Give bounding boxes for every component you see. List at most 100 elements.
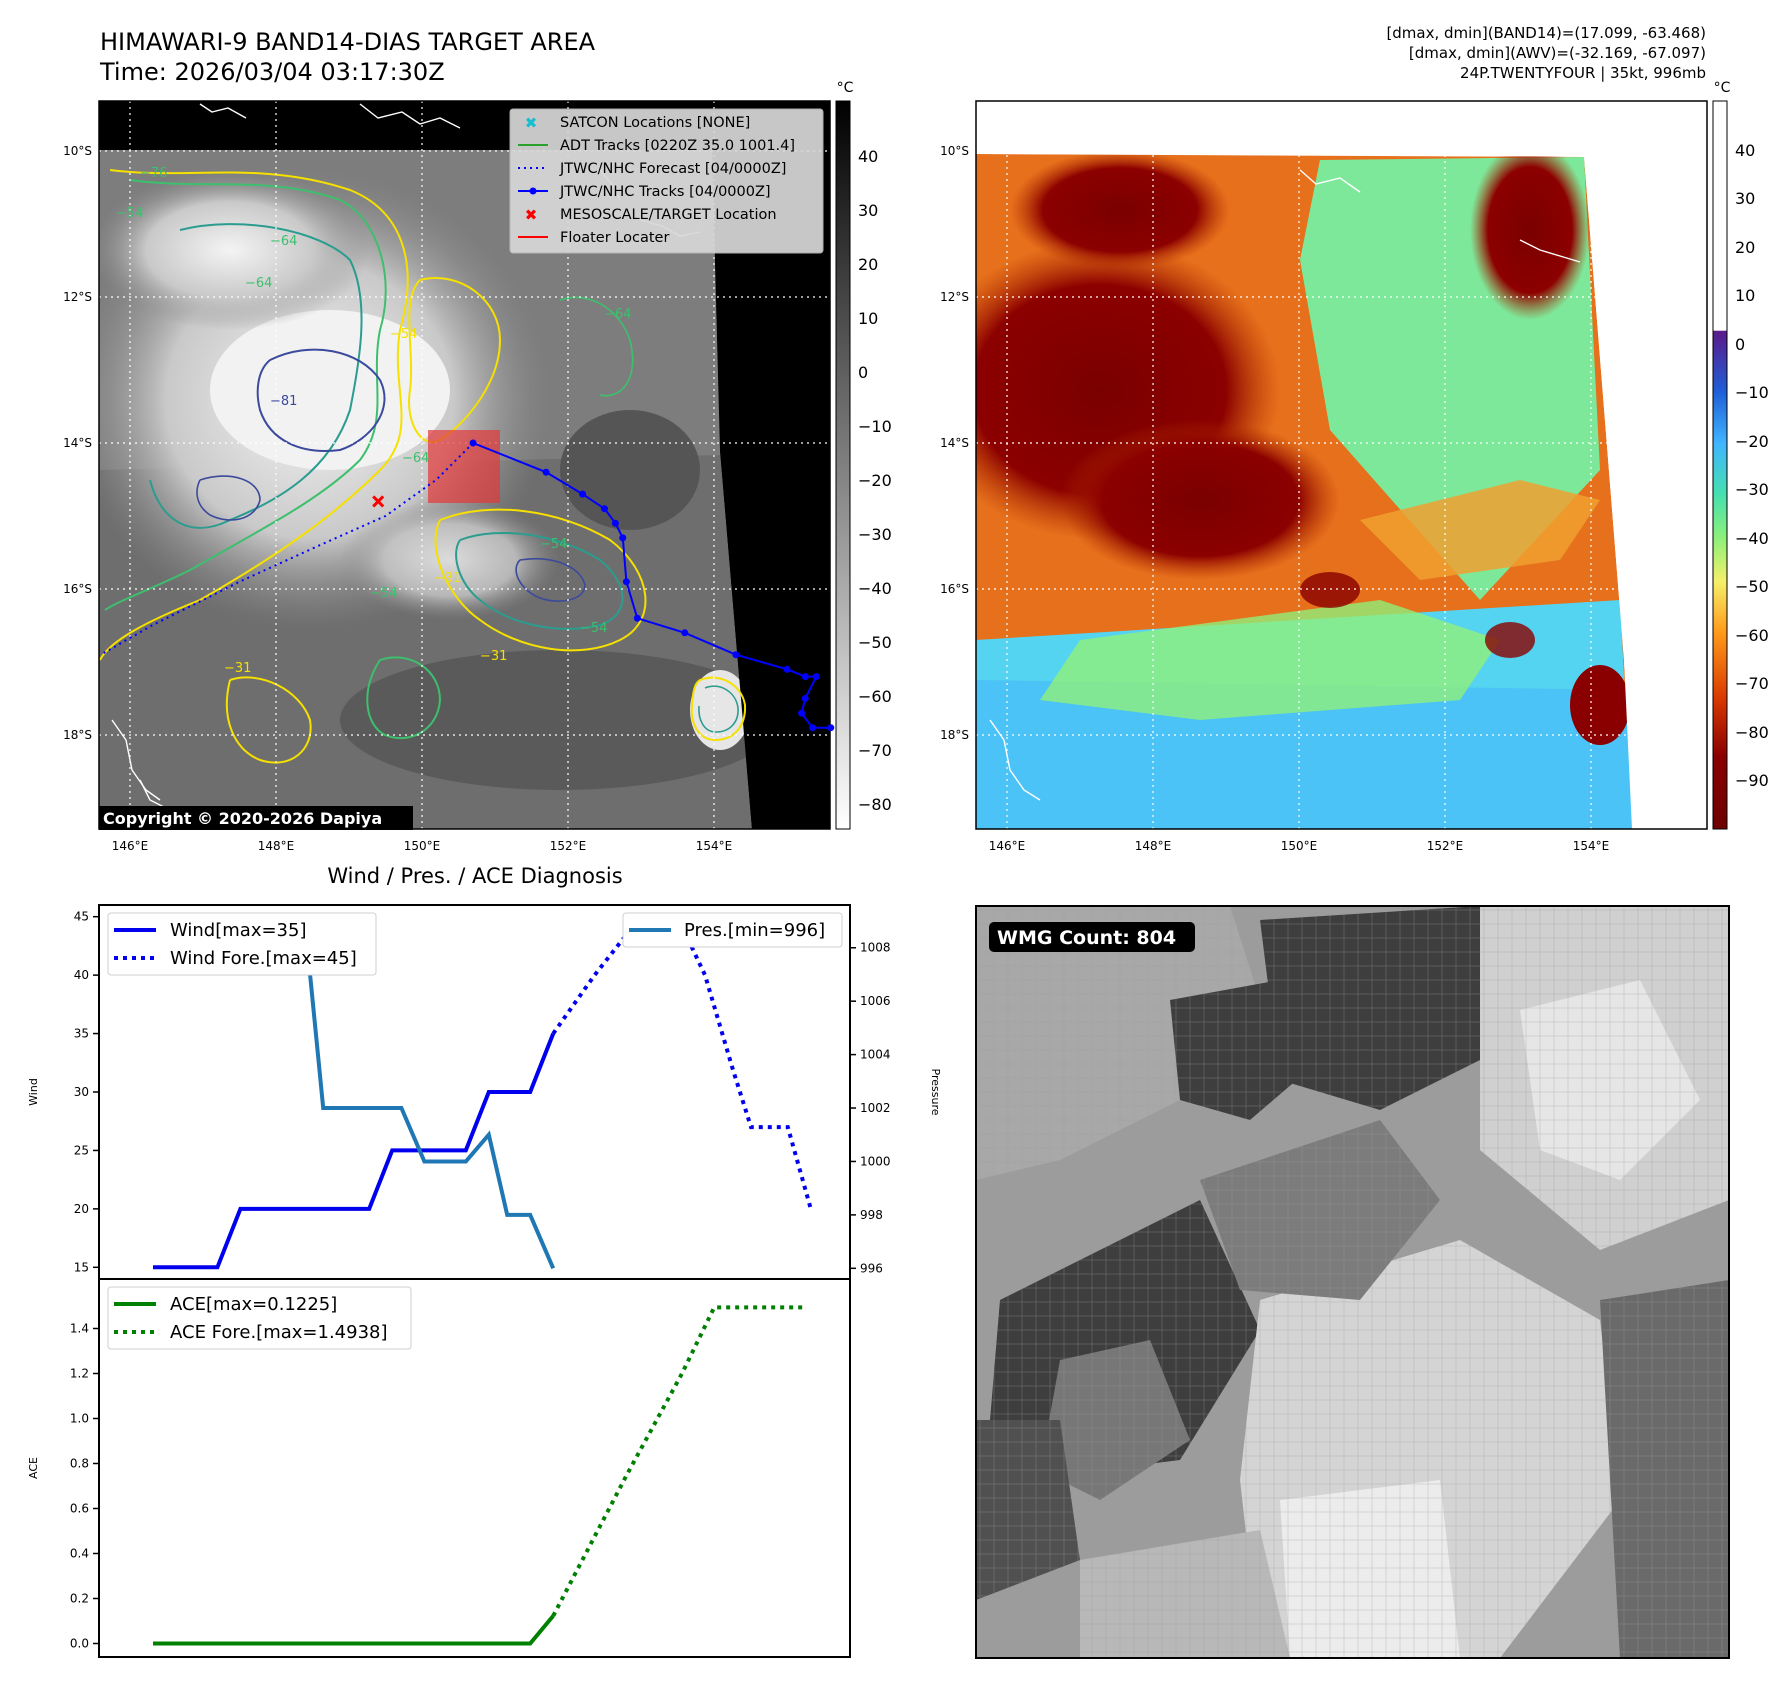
wind-legend: Wind[max=35] Wind Fore.[max=45]	[107, 912, 377, 976]
awv-cb-tick: −30	[1735, 480, 1769, 499]
svg-text:−31: −31	[224, 661, 251, 676]
awv-cb-tick: −10	[1735, 383, 1769, 402]
awv-cb-tick: −80	[1735, 723, 1769, 742]
ytick-label: 20	[74, 1202, 89, 1216]
info-awv: [dmax, dmin](AWV)=(-32.169, -67.097)	[1409, 44, 1706, 62]
track-point	[732, 651, 740, 659]
ytick-label: 1004	[860, 1048, 891, 1062]
awv-lat-label: 18°S	[940, 728, 969, 742]
svg-text:−54: −54	[390, 327, 417, 342]
ytick-label: 35	[74, 1027, 89, 1041]
ytick-label: 30	[74, 1085, 89, 1099]
awv-cb-tick: −20	[1735, 432, 1769, 451]
svg-text:−31: −31	[434, 571, 461, 586]
ytick-label: 15	[74, 1260, 89, 1274]
legend-ace-forecast: ACE Fore.[max=1.4938]	[170, 1322, 388, 1343]
track-point	[681, 629, 689, 637]
ytick-label: 996	[860, 1261, 883, 1275]
awv-cb-tick: 20	[1735, 238, 1755, 257]
track-layer	[100, 439, 835, 732]
ytick-label: 1.4	[70, 1322, 89, 1336]
legend-wind: Wind[max=35]	[170, 920, 307, 941]
svg-text:−64: −64	[270, 234, 297, 249]
track-point	[801, 673, 809, 681]
legend-floater: Floater Locater	[560, 230, 669, 246]
track-point	[469, 439, 477, 447]
target-location-marker	[372, 495, 385, 508]
ytick-label: 1000	[860, 1154, 891, 1168]
wind-yticks: 15 20 25 30 35 40 45	[74, 910, 99, 1274]
ir-cb-tick: −60	[858, 687, 892, 706]
awv-lon-label: 150°E	[1281, 839, 1318, 853]
track-point	[801, 695, 809, 702]
track-point	[809, 724, 817, 732]
ytick-label: 1002	[860, 1101, 891, 1115]
info-band14: [dmax, dmin](BAND14)=(17.099, -63.468)	[1386, 24, 1706, 42]
awv-colorbar-unit: °C	[1714, 80, 1731, 96]
ir-cb-tick: −10	[858, 417, 892, 436]
ytick-label: 25	[74, 1143, 89, 1157]
legend-adt: ADT Tracks [0220Z 35.0 1001.4]	[560, 138, 795, 154]
ir-colorbar	[835, 100, 851, 830]
ir-cb-tick: 0	[858, 363, 868, 382]
awv-grid	[976, 101, 1707, 829]
ir-lon-label: 150°E	[404, 839, 441, 853]
svg-text:−54: −54	[540, 537, 567, 552]
ir-cb-tick: −40	[858, 579, 892, 598]
target-legend-marker: ✖	[525, 206, 538, 224]
series-line-pres	[153, 919, 556, 1270]
awv-lon-label: 146°E	[989, 839, 1026, 853]
ytick-label: 40	[74, 968, 89, 982]
ir-cb-tick: −30	[858, 525, 892, 544]
awv-lon-label: 154°E	[1573, 839, 1610, 853]
wind-pressure-chart: Wind Pressure 15 20 25 30 35 40 45 996 998 1000 1…	[27, 904, 942, 1280]
track-point	[622, 578, 630, 586]
series-line-wind	[153, 1032, 556, 1270]
pressure-ylabel: Pressure	[929, 1069, 942, 1116]
svg-text:−64: −64	[402, 451, 429, 466]
ir-lon-label: 148°E	[258, 839, 295, 853]
legend-target: MESOSCALE/TARGET Location	[560, 207, 777, 223]
ir-cb-tick: −20	[858, 471, 892, 490]
legend-tracks: JTWC/NHC Tracks [04/0000Z]	[559, 184, 771, 200]
ir-lon-label: 154°E	[696, 839, 733, 853]
legend-pressure: Pres.[min=996]	[684, 920, 825, 941]
track-point	[827, 724, 835, 732]
pressure-yticks: 996 998 1000 1002 1004 1006 1008	[850, 941, 891, 1275]
ir-contours	[99, 169, 747, 764]
floater-box	[428, 430, 500, 503]
copyright: Copyright © 2020-2026 Dapiya	[103, 809, 382, 828]
awv-cb-tick: −70	[1735, 674, 1769, 693]
track-point	[783, 665, 791, 673]
awv-cb-tick: 30	[1735, 189, 1755, 208]
awv-lat-label: 10°S	[940, 144, 969, 158]
copyright-bg	[99, 806, 413, 830]
ace-ylabel: ACE	[27, 1457, 40, 1479]
ir-cb-tick: −50	[858, 633, 892, 652]
track-point	[601, 505, 608, 513]
svg-text:−54: −54	[580, 621, 607, 636]
awv-lon-label: 152°E	[1427, 839, 1464, 853]
ir-lon-label: 146°E	[112, 839, 149, 853]
ytick-label: 1006	[860, 994, 891, 1008]
ir-cb-tick: −80	[858, 795, 892, 814]
awv-lat-label: 12°S	[940, 290, 969, 304]
ytick-label: 0.0	[70, 1637, 89, 1651]
svg-text:−76: −76	[140, 166, 167, 181]
ytick-label: 0.4	[70, 1547, 89, 1561]
ir-grid	[99, 101, 830, 829]
svg-text:−31: −31	[480, 649, 507, 664]
ir-legend: ✖ ✖ SATCON Locations [NONE] ADT Tracks […	[509, 108, 824, 254]
ir-cb-tick: 40	[858, 147, 878, 166]
awv-cb-tick: −90	[1735, 771, 1769, 790]
track-point	[611, 519, 619, 527]
wind-ylabel: Wind	[27, 1078, 40, 1106]
ace-yticks: 0.0 0.2 0.4 0.6 0.8 1.0 1.2 1.4	[70, 1322, 99, 1651]
awv-cb-tick: 0	[1735, 335, 1745, 354]
ir-lat-label: 14°S	[63, 436, 92, 450]
legend-ace: ACE[max=0.1225]	[170, 1294, 337, 1315]
svg-text:−81: −81	[270, 394, 297, 409]
figure-time: Time: 2026/03/04 03:17:30Z	[99, 58, 445, 86]
track-point	[579, 490, 587, 498]
